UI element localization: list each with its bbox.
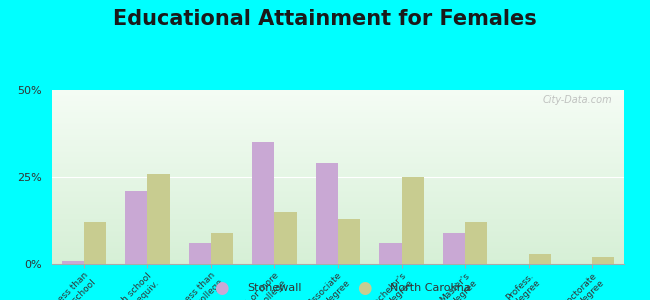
Bar xyxy=(125,191,148,264)
Bar xyxy=(338,219,360,264)
Bar xyxy=(402,177,424,264)
Bar xyxy=(84,222,106,264)
Text: ●: ● xyxy=(357,279,371,297)
Bar xyxy=(380,243,402,264)
Bar xyxy=(148,173,170,264)
Bar xyxy=(211,233,233,264)
Bar xyxy=(62,260,84,264)
Text: North Carolina: North Carolina xyxy=(390,283,471,293)
Text: City-Data.com: City-Data.com xyxy=(543,95,612,105)
Bar xyxy=(592,257,614,264)
Text: ●: ● xyxy=(214,279,228,297)
Bar xyxy=(528,254,551,264)
Bar xyxy=(188,243,211,264)
Bar xyxy=(316,163,338,264)
Text: Stonewall: Stonewall xyxy=(247,283,302,293)
Bar xyxy=(274,212,296,264)
Bar xyxy=(252,142,274,264)
Text: Educational Attainment for Females: Educational Attainment for Females xyxy=(113,9,537,29)
Bar xyxy=(443,233,465,264)
Bar xyxy=(465,222,488,264)
